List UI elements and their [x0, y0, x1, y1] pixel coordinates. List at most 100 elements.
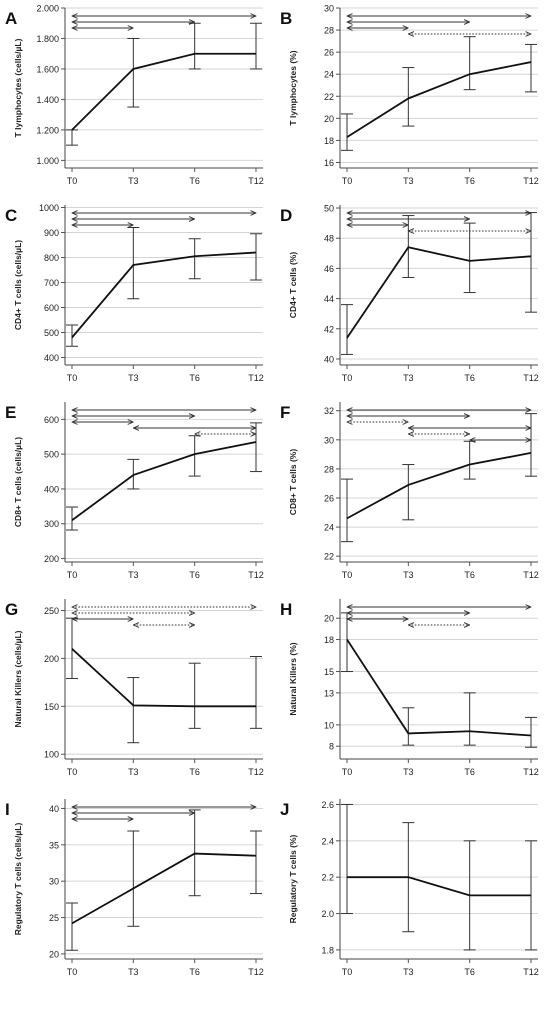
error-bar [525, 413, 537, 477]
y-tick-label: 20 [324, 614, 334, 624]
error-bar [341, 803, 353, 915]
error-bar [250, 422, 262, 473]
x-tick-label: T6 [464, 373, 475, 383]
panel-letter: D [280, 206, 292, 225]
error-bar [188, 22, 201, 70]
y-tick-label: 2.2 [321, 873, 334, 883]
panel-b: 16 18 20 22 24 26 28 30 T0 T3 T6 T12 B T lymphocytes … [280, 4, 539, 187]
y-axis-label: CD4+ T cells (%) [288, 252, 298, 319]
error-bar [341, 304, 353, 355]
y-axis-label: T lymphocytes (cells/µL) [13, 38, 23, 137]
x-tick-label: T0 [67, 176, 78, 186]
error-bar [250, 233, 262, 281]
error-bar [188, 662, 201, 729]
series-line [347, 876, 531, 897]
series-line [346, 246, 532, 339]
y-tick-label: 15 [324, 667, 334, 677]
y-tick-label: 26 [324, 48, 334, 58]
y-tick-label: 100 [44, 750, 59, 760]
x-tick-label: T0 [67, 373, 78, 383]
y-tick-label: 500 [44, 450, 59, 460]
error-bar [250, 655, 262, 729]
y-tick-label: 18 [324, 136, 334, 146]
x-tick-label: T0 [342, 373, 353, 383]
x-tick-label: T3 [128, 967, 139, 977]
y-tick-label: 700 [44, 278, 59, 288]
panel-letter: C [5, 206, 17, 225]
y-tick-label: 30 [49, 877, 59, 887]
x-tick-label: T3 [128, 176, 139, 186]
x-tick-label: T6 [189, 570, 200, 580]
y-tick-label: 42 [324, 324, 334, 334]
error-bar [66, 324, 78, 347]
x-tick-label: T6 [464, 967, 475, 977]
x-tick-label: T6 [464, 570, 475, 580]
x-tick-label: T3 [403, 767, 414, 777]
x-tick-label: T6 [464, 176, 475, 186]
y-axis-label: T lymphocytes (%) [288, 50, 298, 125]
error-bar [525, 212, 537, 313]
error-bar [341, 113, 353, 151]
series-line [71, 52, 256, 131]
y-tick-label: 8 [329, 742, 334, 752]
error-bar [250, 22, 262, 70]
x-tick-label: T0 [67, 570, 78, 580]
y-tick-label: 13 [324, 688, 334, 698]
error-bar [463, 222, 476, 294]
error-bar [341, 612, 353, 673]
y-tick-label: 10 [324, 720, 334, 730]
error-bar [127, 830, 140, 927]
y-tick-label: 2.4 [321, 836, 334, 846]
y-tick-label: 150 [44, 702, 59, 712]
x-tick-label: T6 [464, 767, 475, 777]
y-tick-label: 600 [44, 303, 59, 313]
y-tick-label: 250 [44, 606, 59, 616]
error-bar [66, 506, 78, 531]
x-tick-label: T12 [523, 570, 539, 580]
series-line [346, 639, 532, 737]
error-bar [127, 677, 140, 744]
x-tick-label: T0 [67, 767, 78, 777]
panel-letter: E [5, 403, 16, 422]
error-bar [66, 129, 78, 146]
y-tick-label: 28 [324, 464, 334, 474]
error-bar [402, 464, 415, 521]
y-tick-label: 1.600 [36, 64, 59, 74]
panel-d: 40 42 44 46 48 50 T0 T3 T6 T12 D CD4+ T cells (%) [280, 204, 539, 383]
error-bar [463, 440, 476, 480]
y-tick-label: 18 [324, 635, 334, 645]
y-tick-label: 48 [324, 234, 334, 244]
panel-h: 8 10 13 15 18 20 T0 T3 T6 T12 H Natural Killers (%) [280, 599, 539, 777]
error-bar [127, 37, 140, 108]
error-bar [66, 617, 78, 680]
panel-letter: G [5, 600, 18, 619]
y-axis-label: CD8+ T cells (%) [288, 449, 298, 516]
error-bar [341, 478, 353, 543]
y-tick-label: 200 [44, 654, 59, 664]
x-tick-label: T12 [523, 767, 539, 777]
x-tick-label: T3 [403, 570, 414, 580]
x-tick-label: T3 [128, 767, 139, 777]
panel-letter: H [280, 600, 292, 619]
x-tick-label: T12 [248, 967, 264, 977]
y-tick-label: 28 [324, 26, 334, 36]
y-tick-label: 22 [324, 92, 334, 102]
y-tick-label: 24 [324, 70, 334, 80]
y-tick-label: 1.000 [36, 156, 59, 166]
y-tick-label: 400 [44, 484, 59, 494]
x-tick-label: T12 [248, 373, 264, 383]
y-tick-label: 2.0 [321, 909, 334, 919]
error-bar [66, 902, 78, 951]
x-tick-label: T0 [342, 176, 353, 186]
x-tick-label: T0 [342, 767, 353, 777]
y-tick-label: 900 [44, 228, 59, 238]
x-tick-label: T12 [523, 176, 539, 186]
y-tick-label: 2.6 [321, 800, 334, 810]
y-tick-label: 200 [44, 554, 59, 564]
y-tick-label: 500 [44, 328, 59, 338]
y-axis-label: Regulatory T cells (%) [288, 834, 298, 923]
series-line [71, 251, 257, 339]
y-axis-label: Regulatory T cells (cells/µL) [13, 823, 23, 936]
